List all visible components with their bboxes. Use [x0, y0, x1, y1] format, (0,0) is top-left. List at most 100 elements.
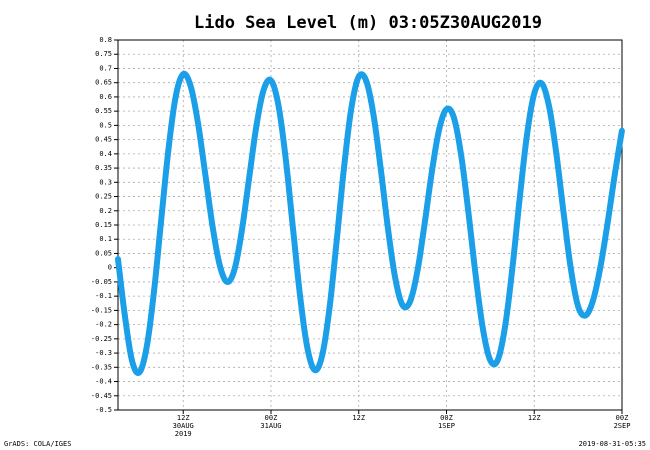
data-point: [473, 273, 479, 279]
y-tick-label: -0.2: [95, 321, 112, 329]
data-point: [334, 236, 340, 243]
data-point: [553, 149, 559, 156]
data-point: [187, 83, 194, 89]
data-point: [619, 127, 625, 133]
data-point: [144, 344, 150, 350]
data-point: [304, 346, 311, 352]
y-tick-label: -0.1: [95, 292, 112, 300]
data-point: [407, 299, 413, 305]
data-point: [319, 352, 325, 358]
data-point: [290, 225, 296, 231]
y-tick-label: 0.05: [95, 249, 112, 257]
data-point: [151, 289, 157, 295]
y-tick-label: -0.35: [91, 363, 112, 371]
x-tick-label: 00Z 31AUG: [260, 414, 282, 430]
data-point: [297, 294, 303, 300]
data-point: [465, 209, 472, 216]
data-point: [363, 77, 369, 84]
y-tick-label: 0.1: [99, 235, 112, 243]
footer-right: 2019-08-31-05:35: [578, 440, 646, 448]
data-point: [421, 221, 428, 227]
data-point: [524, 132, 530, 138]
y-tick-label: 0.7: [99, 64, 112, 72]
data-point: [275, 102, 281, 108]
data-point: [173, 92, 179, 99]
data-point: [378, 165, 384, 171]
y-tick-label: -0.5: [95, 406, 112, 414]
data-point: [180, 71, 186, 77]
data-point: [392, 275, 398, 282]
data-point: [443, 106, 450, 112]
y-tick-label: 0.25: [95, 193, 112, 201]
data-point: [246, 176, 252, 182]
data-point: [582, 312, 589, 319]
data-point: [480, 327, 486, 333]
data-point: [261, 87, 267, 93]
data-point: [209, 223, 216, 229]
data-point: [509, 266, 515, 272]
data-point: [115, 256, 121, 262]
y-tick-label: -0.4: [95, 378, 112, 386]
y-tick-label: 0.55: [95, 107, 112, 115]
data-point: [348, 105, 355, 111]
data-point: [239, 228, 245, 234]
sea-level-line: [115, 71, 625, 376]
data-point: [575, 303, 581, 309]
y-tick-label: 0.8: [99, 36, 112, 44]
y-tick-label: 0: [108, 264, 112, 272]
y-tick-label: 0.15: [95, 221, 112, 229]
x-tick-label: 12Z: [527, 414, 541, 422]
data-point: [356, 74, 362, 80]
y-tick-label: 0.6: [99, 93, 112, 101]
x-tick-label: 00Z 2SEP: [613, 414, 631, 430]
y-tick-label: 0.75: [95, 50, 112, 58]
data-point: [122, 312, 128, 318]
data-point: [370, 111, 376, 117]
data-point: [217, 262, 223, 269]
y-tick-label: -0.45: [91, 392, 112, 400]
data-point: [604, 221, 610, 228]
data-point: [202, 170, 208, 177]
y-tick-label: -0.05: [91, 278, 112, 286]
data-point: [385, 226, 391, 232]
data-point: [451, 114, 457, 121]
data-point: [231, 267, 238, 273]
data-point: [129, 358, 135, 364]
data-point: [341, 164, 347, 170]
data-point: [166, 145, 172, 151]
data-point: [136, 369, 142, 376]
data-point: [590, 298, 596, 304]
data-point: [268, 77, 274, 84]
chart-title: Lido Sea Level (m) 03:05Z30AUG2019: [194, 13, 542, 33]
y-tick-label: 0.2: [99, 207, 112, 215]
data-point: [158, 216, 164, 222]
y-tick-label: 0.65: [95, 79, 112, 87]
data-point: [495, 357, 501, 363]
data-point: [253, 123, 259, 129]
data-point: [429, 169, 435, 175]
y-tick-label: 0.3: [99, 178, 112, 186]
y-tick-label: -0.3: [95, 349, 112, 357]
data-point: [312, 367, 318, 373]
y-tick-label: -0.15: [91, 306, 112, 314]
data-point: [487, 357, 493, 364]
data-point: [458, 152, 464, 158]
data-point: [283, 155, 289, 161]
data-point: [414, 269, 420, 275]
data-point: [531, 90, 537, 97]
data-point: [436, 126, 442, 132]
data-point: [502, 324, 508, 330]
y-tick-label: -0.25: [91, 335, 112, 343]
data-point: [326, 305, 333, 311]
data-point: [568, 265, 574, 272]
data-point: [517, 196, 523, 202]
data-point: [195, 119, 201, 125]
data-point: [538, 80, 545, 86]
y-tick-label: 0.4: [99, 150, 112, 158]
footer-left: GrADS: COLA/IGES: [4, 440, 72, 448]
x-tick-label: 12Z: [352, 414, 366, 422]
data-point: [560, 209, 567, 215]
y-tick-label: 0.5: [99, 121, 112, 129]
